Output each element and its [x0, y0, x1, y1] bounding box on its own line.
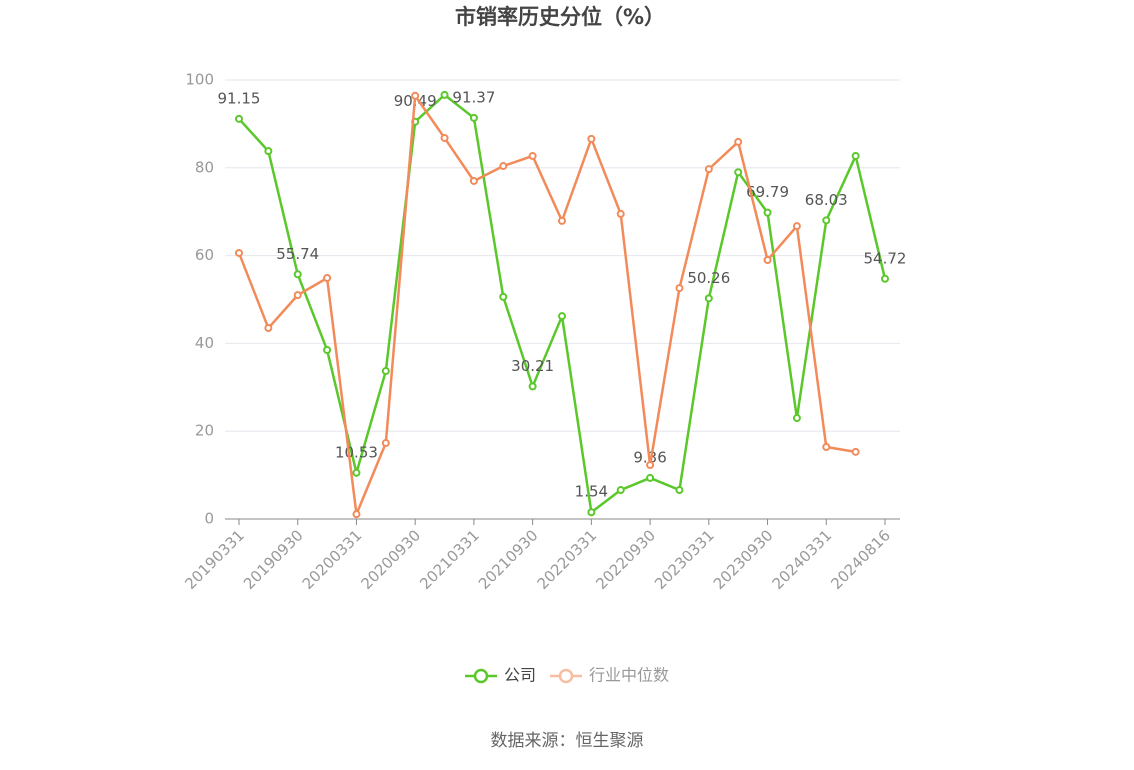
- point: [792, 222, 801, 231]
- point: [792, 414, 801, 423]
- point: [528, 382, 537, 391]
- point: [323, 273, 332, 282]
- x-tick-label: 20220930: [592, 526, 659, 593]
- point: [616, 486, 625, 495]
- point: [381, 439, 390, 448]
- point: [528, 151, 537, 160]
- point: [558, 312, 566, 321]
- point: [352, 468, 361, 477]
- data-label: 55.74: [276, 245, 319, 263]
- point: [440, 133, 449, 142]
- x-tick-label: 20240816: [827, 526, 894, 593]
- point: [763, 208, 772, 217]
- point: [704, 294, 713, 303]
- point: [675, 284, 684, 293]
- x-tick-label: 20230331: [651, 526, 718, 593]
- data-label: 68.03: [805, 191, 848, 209]
- point: [704, 165, 713, 174]
- x-tick-label: 20210930: [475, 526, 542, 593]
- x-tick-label: 20240331: [769, 526, 836, 593]
- y-tick-label: 0: [204, 510, 214, 528]
- legend-label: 公司: [504, 666, 536, 685]
- point: [323, 345, 332, 354]
- series-line: [237, 92, 856, 520]
- y-tick-label: 20: [195, 422, 214, 440]
- data-label: 91.15: [218, 89, 261, 107]
- point: [646, 473, 655, 482]
- point: [469, 113, 478, 122]
- point: [381, 367, 390, 376]
- y-tick-label: 40: [195, 334, 214, 352]
- point: [646, 461, 655, 470]
- data-label: 69.79: [746, 183, 789, 201]
- x-tick-label: 20190331: [181, 526, 248, 593]
- legend-marker: [473, 668, 489, 684]
- x-tick-label: 20210331: [416, 526, 483, 593]
- point: [822, 216, 831, 225]
- x-tick-label: 20200930: [357, 526, 424, 593]
- point: [293, 270, 302, 279]
- legend-marker: [558, 668, 574, 684]
- point: [675, 486, 684, 495]
- point: [822, 443, 831, 452]
- point: [881, 274, 889, 283]
- point: [558, 216, 566, 225]
- point: [851, 447, 860, 456]
- chart-title: 市销率历史分位（%）: [455, 5, 665, 29]
- point: [587, 134, 596, 143]
- x-tick-label: 20230930: [710, 526, 777, 593]
- data-label: 10.53: [335, 443, 378, 461]
- y-tick-label: 100: [185, 71, 214, 89]
- point: [587, 508, 596, 517]
- point: [411, 91, 420, 100]
- legend-label: 行业中位数: [589, 666, 669, 685]
- point: [734, 137, 743, 146]
- point: [469, 176, 478, 185]
- point: [264, 324, 273, 333]
- data-label: 50.26: [687, 269, 730, 287]
- x-tick-label: 20190930: [240, 526, 307, 593]
- data-label: 91.37: [452, 88, 495, 106]
- point: [734, 168, 743, 177]
- data-label: 1.54: [575, 483, 608, 501]
- point: [616, 209, 625, 218]
- point: [440, 90, 449, 99]
- data-label: 30.21: [511, 357, 554, 375]
- point: [499, 162, 508, 171]
- y-tick-label: 80: [195, 158, 214, 176]
- source: 数据来源：恒生聚源: [491, 731, 644, 751]
- x-tick-label: 20220331: [534, 526, 601, 593]
- point: [352, 510, 361, 519]
- x-tick-label: 20200331: [299, 526, 366, 593]
- point: [499, 292, 508, 301]
- point: [264, 147, 273, 156]
- point: [235, 248, 243, 257]
- point: [851, 151, 860, 160]
- y-tick-label: 60: [195, 246, 214, 264]
- point: [763, 255, 772, 264]
- point: [293, 291, 302, 300]
- data-label: 54.72: [864, 249, 907, 267]
- point: [235, 114, 243, 123]
